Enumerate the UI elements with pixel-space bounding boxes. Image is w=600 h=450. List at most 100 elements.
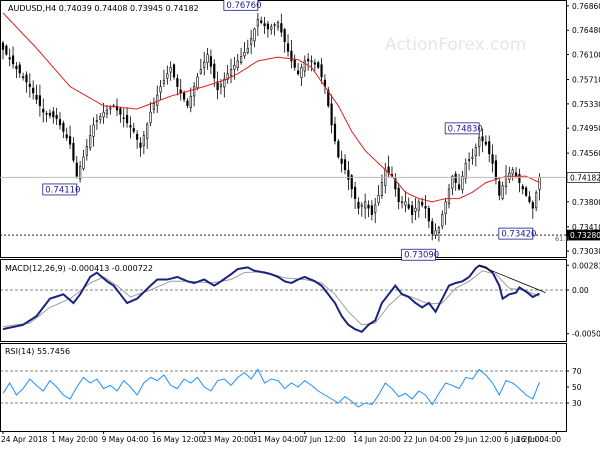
candle — [79, 160, 82, 183]
candle — [293, 54, 296, 71]
candle — [11, 46, 15, 69]
candle — [434, 223, 437, 239]
macd-series-macd — [2, 264, 540, 333]
candle-body — [380, 182, 384, 196]
candle — [437, 225, 441, 242]
price-y-axis: 0.76860 0.76480 0.76100 0.75710 0.75330 0.749… — [566, 2, 600, 256]
watermark: ActionForex.com — [385, 35, 526, 55]
candle-body — [293, 59, 296, 68]
candlesticks — [1, 12, 541, 242]
candle-body — [283, 29, 286, 43]
candle — [179, 78, 182, 101]
panel-frame-1 — [0, 0, 567, 258]
candle-body — [115, 105, 119, 111]
candle — [233, 56, 236, 80]
candle-body — [11, 55, 15, 65]
candle — [283, 27, 286, 53]
candle — [193, 81, 196, 107]
candle — [102, 102, 105, 124]
candle-body — [176, 77, 179, 87]
candle — [15, 62, 18, 79]
candle — [451, 174, 454, 196]
candle-body — [28, 83, 31, 87]
candle-body — [327, 89, 330, 107]
moving-average-line — [2, 12, 540, 203]
price-tick-label: 0.74560 — [572, 149, 600, 158]
candle-body — [226, 73, 229, 80]
candle-body — [246, 47, 249, 53]
candle — [122, 108, 125, 128]
candle-body — [179, 89, 182, 94]
candle-body — [8, 57, 11, 60]
candle — [129, 116, 132, 139]
candle — [491, 144, 494, 173]
macd-lines — [2, 264, 546, 333]
candle — [236, 53, 239, 72]
candle — [95, 114, 98, 130]
candle — [199, 58, 202, 75]
candle-body — [38, 95, 41, 107]
annotation-label: 0.73420 — [501, 230, 536, 240]
candle-body — [250, 38, 253, 45]
candle-body — [498, 181, 501, 196]
candle — [484, 135, 487, 147]
candle — [407, 197, 410, 211]
candle-body — [186, 100, 189, 107]
candle — [229, 58, 233, 84]
candle-body — [15, 65, 18, 69]
candle — [172, 63, 176, 80]
candle-body — [193, 86, 196, 97]
candle-body — [162, 79, 166, 84]
candle — [146, 122, 149, 149]
candle — [166, 65, 169, 85]
candle-body — [139, 142, 142, 148]
candle — [343, 154, 347, 175]
candle — [508, 166, 511, 184]
candle-body — [203, 61, 206, 68]
candle-body — [364, 201, 367, 209]
candle-body — [209, 56, 213, 67]
candle-body — [478, 137, 481, 147]
symbol-header: AUDUSD,H4 0.74039 0.74408 0.73945 0.7418… — [8, 4, 199, 13]
candle-body — [464, 163, 467, 179]
candle-body — [45, 112, 48, 115]
price-tick-label: 0.74950 — [572, 124, 600, 133]
candle-body — [300, 67, 303, 78]
candle-body — [437, 227, 441, 233]
price-tick-label: 0.73030 — [572, 247, 600, 256]
candle — [286, 34, 290, 57]
candle — [176, 74, 179, 96]
candle-body — [142, 135, 145, 146]
candle — [65, 127, 68, 141]
time-tick-label: 16 May 12:00 — [152, 435, 204, 444]
candle — [263, 16, 266, 35]
candle-body — [92, 124, 95, 137]
candle-body — [343, 159, 347, 171]
candle — [454, 171, 457, 191]
candle — [380, 174, 384, 199]
candle-body — [182, 92, 186, 100]
candle — [521, 184, 524, 195]
candle-body — [125, 114, 129, 124]
candle — [18, 62, 21, 78]
candle — [213, 59, 216, 87]
candle — [501, 181, 504, 201]
candle-body — [535, 192, 538, 209]
time-tick-label: 31 May 04:00 — [252, 435, 304, 444]
candle-body — [353, 186, 357, 199]
price-annotation: 0.73090 — [401, 248, 440, 261]
time-tick-label: 9 May 04:00 — [102, 435, 149, 444]
candle-body — [404, 201, 407, 206]
candle-body — [32, 87, 35, 94]
annotation-box — [223, 0, 259, 11]
candle — [169, 61, 172, 81]
candle-body — [451, 175, 454, 189]
candle-body — [152, 103, 155, 110]
candle — [132, 122, 135, 134]
candle-body — [1, 42, 5, 50]
macd-trendline — [479, 265, 546, 293]
candle — [431, 218, 434, 241]
last-price-tag-label: 0.74182 — [570, 173, 600, 182]
annotation-box — [401, 248, 436, 261]
